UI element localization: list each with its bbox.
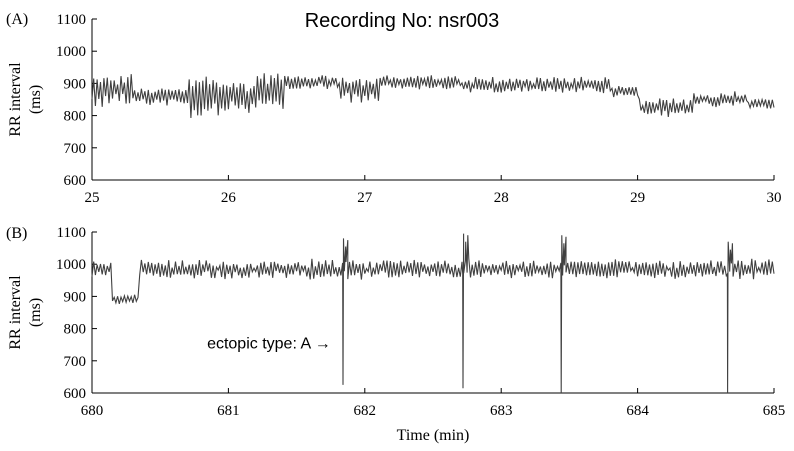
y-axis-label: RR interval (ms) bbox=[7, 62, 44, 137]
y-tick-label: 1000 bbox=[56, 257, 86, 273]
x-tick-label: 683 bbox=[490, 403, 513, 419]
y-tick-label: 800 bbox=[64, 322, 87, 338]
panel-label: (B) bbox=[6, 225, 27, 242]
y-tick-label: 900 bbox=[64, 76, 87, 92]
y-tick-label: 600 bbox=[64, 386, 87, 402]
x-tick-label: 25 bbox=[85, 190, 100, 206]
x-tick-label: 684 bbox=[626, 403, 649, 419]
x-axis-label: Time (min) bbox=[397, 427, 470, 444]
y-tick-label: 1100 bbox=[57, 225, 86, 241]
x-tick-label: 30 bbox=[767, 190, 782, 206]
ectopic-annotation: ectopic type: A → bbox=[207, 336, 331, 353]
y-tick-label: 800 bbox=[64, 109, 87, 125]
y-tick-label: 700 bbox=[64, 354, 87, 370]
x-tick-label: 680 bbox=[81, 403, 104, 419]
x-tick-label: 28 bbox=[494, 190, 509, 206]
x-tick-label: 681 bbox=[217, 403, 240, 419]
rr-interval-series-line bbox=[91, 73, 775, 119]
x-tick-label: 29 bbox=[630, 190, 645, 206]
x-tick-label: 27 bbox=[357, 190, 373, 206]
panel-b: (B) 600 700 800 900 1000 1100 680 681 682 683 684 68… bbox=[6, 225, 785, 444]
x-tick-label: 26 bbox=[221, 190, 237, 206]
y-tick-label: 900 bbox=[64, 289, 87, 305]
y-axis-label: RR interval (ms) bbox=[7, 275, 44, 350]
panel-label: (A) bbox=[6, 11, 28, 28]
rr-interval-series-line bbox=[91, 233, 775, 394]
panel-a: (A) 600 700 800 900 1000 1100 25 26 27 28 29 30 RR in… bbox=[6, 11, 782, 206]
chart-title: Recording No: nsr003 bbox=[305, 10, 500, 32]
y-tick-label: 600 bbox=[64, 173, 87, 189]
x-tick-label: 682 bbox=[354, 403, 377, 419]
y-tick-label: 1100 bbox=[57, 12, 86, 28]
x-tick-label: 685 bbox=[763, 403, 786, 419]
y-tick-label: 700 bbox=[64, 141, 87, 157]
y-tick-label: 1000 bbox=[56, 44, 86, 60]
